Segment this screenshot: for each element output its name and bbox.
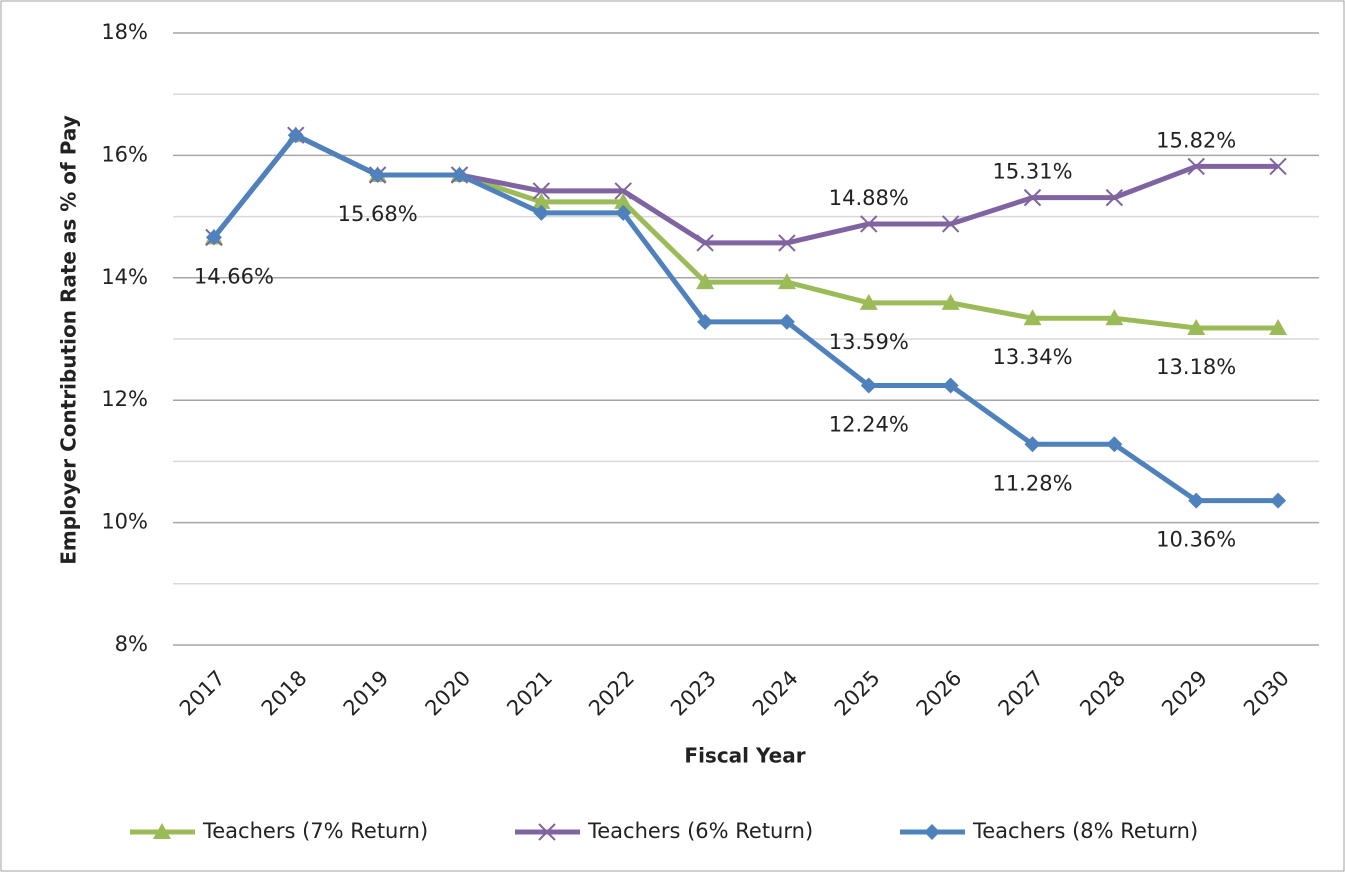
data-label: 14.88% [829, 186, 909, 210]
data-point [696, 273, 715, 290]
data-point [1187, 157, 1205, 176]
legend-label: Teachers (6% Return) [587, 819, 813, 843]
data-point [1023, 309, 1042, 326]
data-point [1024, 436, 1041, 453]
data-point [860, 215, 878, 233]
data-label: 11.28% [992, 471, 1072, 495]
legend-marker [538, 823, 556, 841]
data-point [697, 313, 714, 330]
legend-label: Teachers (7% Return) [202, 819, 428, 843]
y-tick-label: 16% [101, 142, 148, 166]
y-axis-label: Employer Contribution Rate as % of Pay [57, 115, 81, 564]
data-point [1269, 157, 1287, 176]
data-point [941, 215, 960, 233]
data-label: 13.18% [1156, 355, 1236, 379]
data-point [1269, 318, 1288, 335]
legend-marker [924, 824, 940, 840]
data-label: 15.31% [992, 160, 1072, 184]
data-point [778, 234, 796, 252]
y-tick-label: 10% [101, 510, 148, 534]
y-tick-label: 12% [101, 387, 148, 411]
data-point [777, 273, 796, 290]
data-point [859, 293, 878, 310]
x-axis-label: Fiscal Year [684, 744, 805, 768]
data-point [532, 182, 551, 200]
data-point [1105, 188, 1124, 207]
data-point [696, 234, 714, 252]
data-point [615, 204, 632, 221]
data-point [532, 192, 551, 209]
data-point [205, 229, 222, 246]
legend-marker [153, 823, 171, 839]
data-point [614, 182, 632, 200]
data-point [1105, 309, 1124, 326]
data-point [1106, 436, 1123, 453]
data-point [860, 377, 877, 394]
data-point [287, 127, 304, 144]
data-point [1270, 492, 1287, 509]
data-label: 15.68% [338, 202, 418, 226]
data-point [942, 377, 959, 394]
y-tick-label: 8% [115, 632, 148, 656]
data-point [1187, 318, 1206, 335]
data-label: 15.82% [1156, 128, 1236, 152]
y-tick-label: 14% [101, 265, 148, 289]
data-point [1188, 492, 1205, 509]
data-label: 10.36% [1156, 528, 1236, 552]
data-label: 13.34% [992, 345, 1072, 369]
data-point [1023, 188, 1042, 207]
data-point [614, 192, 633, 209]
data-label: 14.66% [194, 264, 274, 288]
data-point [451, 166, 468, 183]
y-tick-label: 18% [101, 20, 148, 44]
data-point [778, 313, 795, 330]
series-line [211, 132, 1279, 504]
legend-label: Teachers (8% Return) [972, 819, 1198, 843]
data-point [369, 166, 386, 183]
data-label: 12.24% [829, 413, 909, 437]
data-point [533, 204, 550, 221]
data-label: 13.59% [829, 330, 909, 354]
data-point [941, 293, 960, 310]
